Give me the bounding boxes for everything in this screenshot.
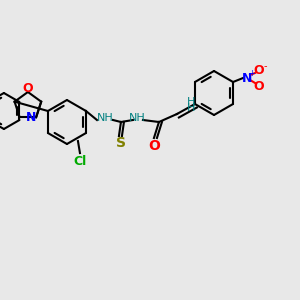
Text: O: O — [148, 139, 160, 153]
Text: NH: NH — [97, 113, 113, 123]
Text: H: H — [187, 103, 195, 113]
Text: O: O — [254, 64, 264, 76]
Text: S: S — [116, 136, 126, 150]
Text: O: O — [254, 80, 264, 92]
Text: NH: NH — [129, 113, 145, 123]
Text: N: N — [242, 71, 252, 85]
Text: H: H — [187, 97, 195, 107]
Text: N: N — [26, 111, 36, 124]
Text: Cl: Cl — [73, 154, 87, 168]
Text: O: O — [22, 82, 33, 94]
Text: -: - — [263, 61, 267, 71]
Text: +: + — [249, 70, 256, 79]
